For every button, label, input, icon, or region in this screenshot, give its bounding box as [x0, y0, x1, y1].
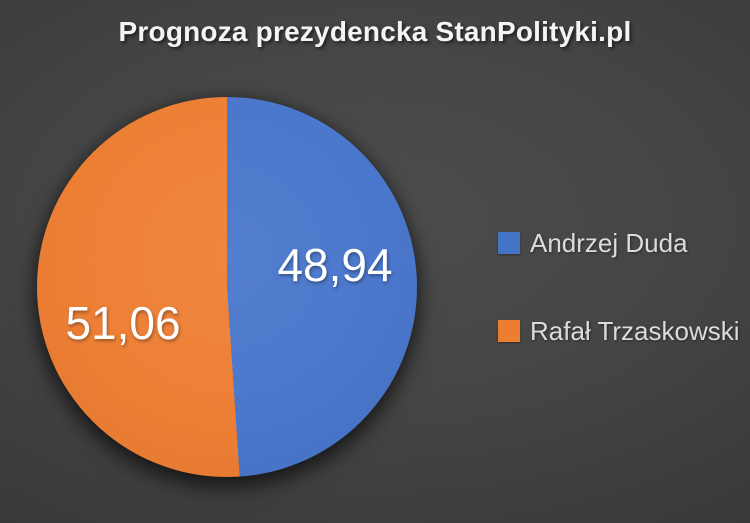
legend-item-rafal-trzaskowski[interactable]: Rafał Trzaskowski	[498, 315, 740, 346]
legend-label: Rafał Trzaskowski	[530, 315, 740, 346]
data-label-rafal-trzaskowski: 51,06	[65, 297, 181, 349]
legend-marker-icon	[498, 320, 520, 342]
chart-title: Prognoza prezydencka StanPolityki.pl	[118, 16, 632, 47]
legend-marker-icon	[498, 232, 520, 254]
legend-label: Andrzej Duda	[530, 227, 688, 258]
legend-item-andrzej-duda[interactable]: Andrzej Duda	[498, 227, 688, 258]
pie-slices[interactable]	[37, 97, 417, 477]
pie-chart[interactable]: 48,94 51,06	[37, 97, 417, 477]
data-label-andrzej-duda: 48,94	[277, 239, 393, 291]
